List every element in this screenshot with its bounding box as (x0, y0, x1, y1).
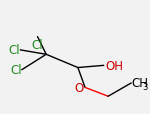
Text: Cl: Cl (32, 38, 43, 51)
Text: Cl: Cl (10, 64, 22, 77)
Text: CH: CH (131, 77, 148, 90)
Text: O: O (74, 81, 84, 94)
Text: OH: OH (105, 59, 123, 72)
Text: 3: 3 (142, 82, 147, 91)
Text: Cl: Cl (9, 44, 20, 57)
